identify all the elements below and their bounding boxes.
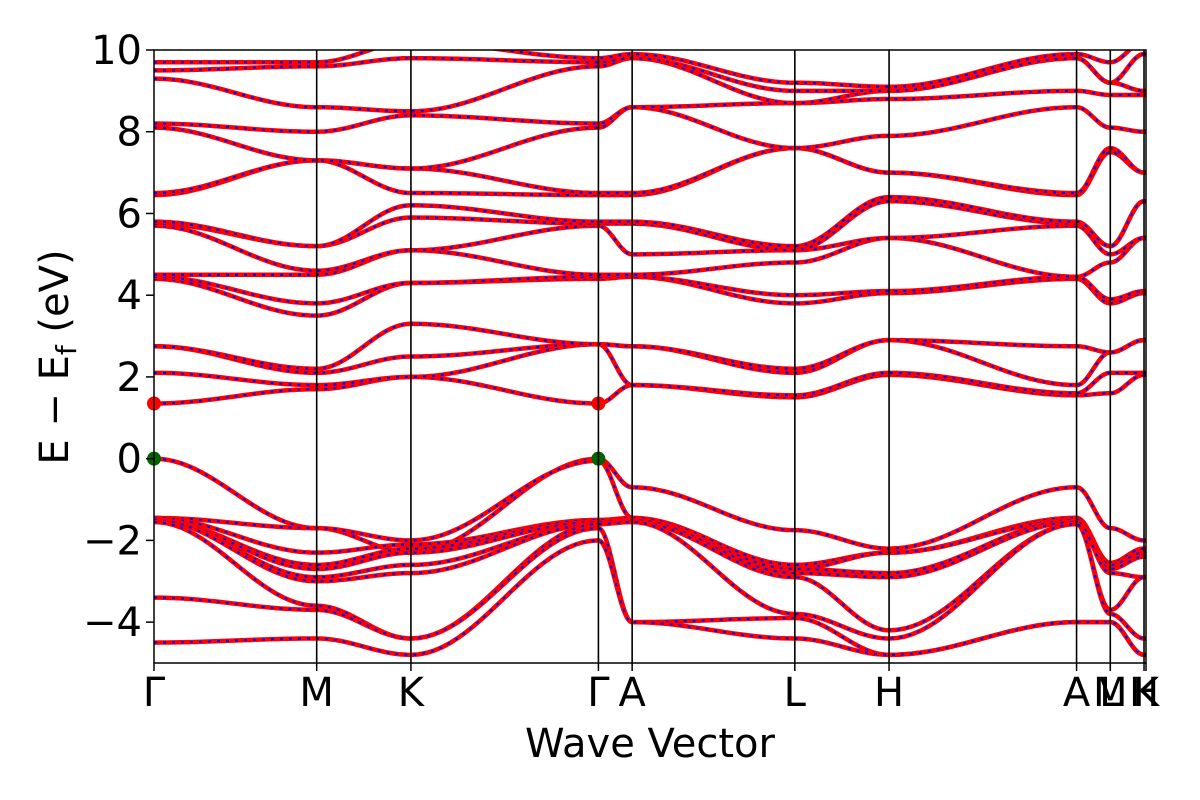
band-line <box>154 25 1146 33</box>
band-line-dashed <box>154 275 1146 305</box>
x-tick-label: A <box>618 670 646 716</box>
band-line-dashed <box>154 106 1146 170</box>
y-tick-label: 6 <box>117 191 142 237</box>
y-tick-label: 4 <box>117 273 142 319</box>
band-line <box>154 104 1146 171</box>
y-axis-label-subscript: f <box>50 344 83 355</box>
band-extrema-markers <box>147 396 606 466</box>
plot-frame <box>153 49 1147 664</box>
y-axis-label-main: E − E <box>32 355 78 465</box>
band-line-dashed <box>154 518 1146 575</box>
band-line-dashed <box>154 224 1146 272</box>
x-tick-label: L <box>1099 670 1122 716</box>
band-line <box>154 88 1146 134</box>
band-line-dashed <box>154 25 1146 33</box>
x-tick-label: H <box>874 670 904 716</box>
y-tick-label: −2 <box>83 518 142 564</box>
x-tick-label: M <box>299 670 334 716</box>
band-line <box>154 145 1146 196</box>
band-line <box>154 194 1146 249</box>
x-tick-label: M <box>1093 670 1128 716</box>
x-tick-label: Γ <box>143 670 166 716</box>
band-line <box>154 50 1133 90</box>
x-axis-label: Wave Vector <box>525 721 776 767</box>
x-tick-label: A <box>1063 670 1091 716</box>
x-tick-label: H <box>1129 670 1159 716</box>
band-line-dashed <box>154 518 1146 579</box>
y-tick-label: 10 <box>91 28 142 74</box>
x-tick-label: K <box>1133 670 1161 716</box>
x-tick-label: K <box>398 670 426 716</box>
x-axis-ticks: Γ M K Γ A L H A LM HK <box>143 663 1161 716</box>
y-tick-label: 2 <box>117 355 142 401</box>
band-line-dashed <box>154 52 1146 92</box>
y-axis-ticks: 10 8 6 4 2 0 −2 −4 <box>83 28 154 646</box>
high-symmetry-lines <box>315 50 1145 663</box>
band-line-dashed <box>154 275 1146 317</box>
y-axis-label: E − Ef (eV) <box>32 249 83 464</box>
band-line-dashed <box>154 518 1146 571</box>
band-line <box>154 274 1146 306</box>
band-line-dashed <box>154 146 1146 197</box>
band-line <box>154 145 1146 198</box>
band-line <box>154 372 1146 406</box>
band-lines <box>154 25 1146 658</box>
y-tick-label: 8 <box>117 110 142 156</box>
y-tick-label: −4 <box>83 600 142 646</box>
band-line <box>154 538 1146 658</box>
band-line <box>154 198 1146 253</box>
y-tick-label: 0 <box>117 437 142 483</box>
y-axis-label-unit: (eV) <box>32 249 78 345</box>
band-line-dashed <box>154 196 1146 248</box>
band-line-dashed <box>154 89 1146 133</box>
band-line <box>154 321 1146 372</box>
x-tick-label: Γ <box>587 670 610 716</box>
x-tick-label: L <box>784 670 807 716</box>
